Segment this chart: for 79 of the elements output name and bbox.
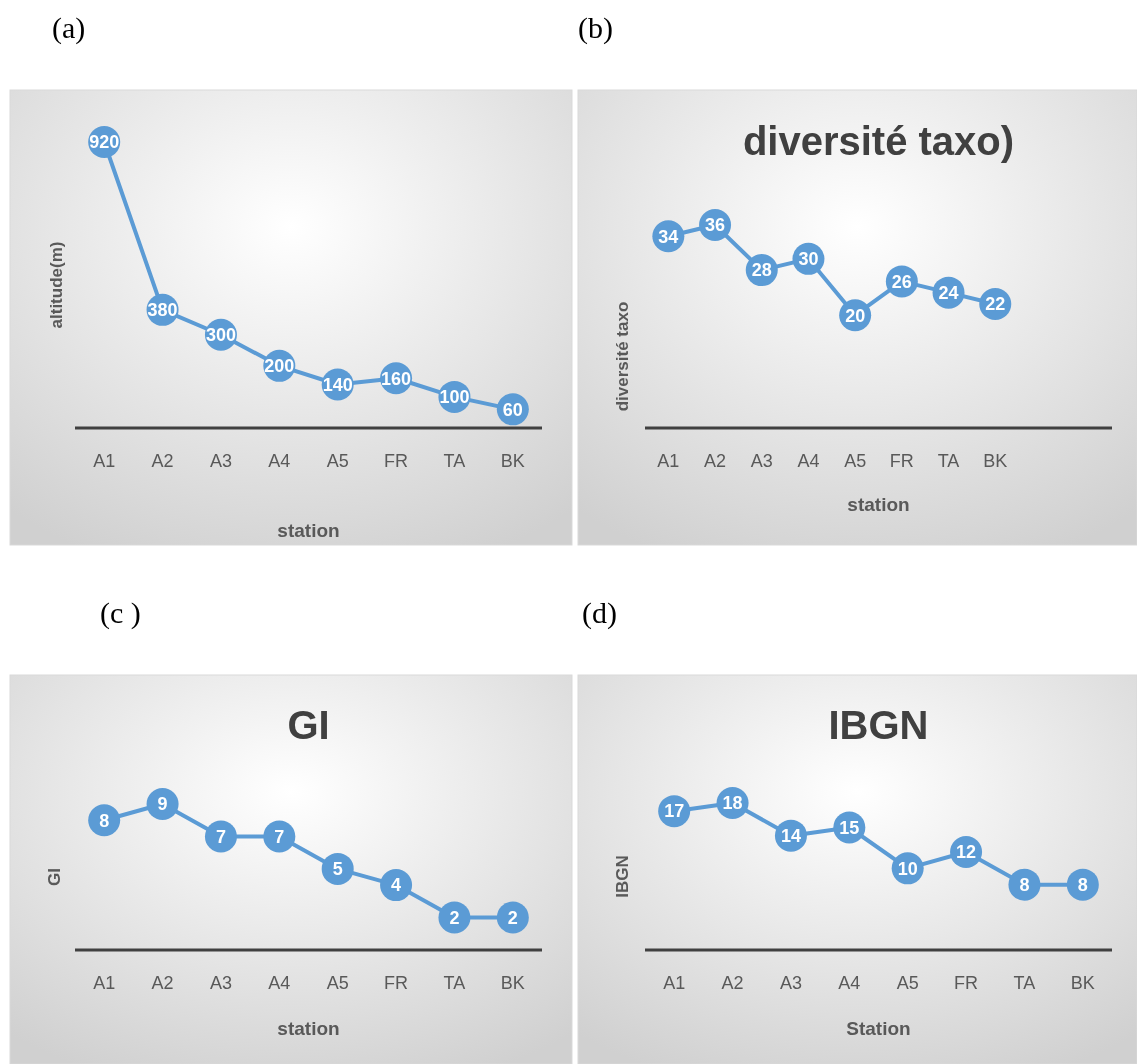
x-tick-label: BK (1070, 973, 1095, 994)
y-axis-title: altitude(m) (47, 241, 66, 329)
text: (d) (582, 596, 617, 630)
x-tick-label: A1 (93, 973, 116, 994)
x-tick-label: FR (889, 451, 914, 472)
x-tick-label: A1 (93, 451, 116, 472)
data-label: 22 (985, 294, 1006, 315)
text: (b) (578, 11, 613, 45)
x-tick-label: A3 (209, 451, 232, 472)
data-label: 18 (722, 793, 743, 814)
data-label: 10 (897, 858, 918, 879)
data-label: 14 (780, 825, 801, 846)
data-label: 60 (502, 399, 523, 420)
data-label: 8 (1019, 874, 1030, 895)
y-axis-title: IBGN (613, 855, 632, 898)
data-label: 2 (507, 907, 518, 928)
data-label: 8 (1077, 874, 1088, 895)
data-label: 5 (332, 859, 343, 880)
x-tick-label: TA (1013, 973, 1036, 994)
data-label: 24 (938, 282, 959, 303)
x-axis-title: Station (846, 1017, 911, 1039)
x-tick-label: BK (500, 451, 525, 472)
data-label: 920 (89, 132, 120, 153)
x-tick-label: A4 (838, 973, 861, 994)
data-label: 4 (391, 875, 402, 896)
x-tick-label: A2 (151, 451, 174, 472)
x-tick-label: A2 (721, 973, 744, 994)
text: (a) (52, 11, 86, 45)
x-tick-label: A1 (663, 973, 686, 994)
x-tick-label: A2 (704, 451, 727, 472)
data-label: 380 (147, 300, 178, 321)
x-tick-label: A1 (657, 451, 680, 472)
x-tick-label: A5 (326, 451, 349, 472)
x-tick-label: A5 (326, 973, 349, 994)
data-label: 15 (839, 817, 860, 838)
x-tick-label: A4 (268, 451, 291, 472)
data-label: 20 (845, 305, 866, 326)
x-axis-title: station (277, 1017, 340, 1039)
data-label: 34 (658, 226, 679, 247)
x-tick-label: TA (443, 973, 466, 994)
x-tick-label: FR (384, 973, 409, 994)
x-tick-label: TA (937, 451, 960, 472)
x-tick-label: BK (983, 451, 1008, 472)
data-label: 9 (157, 794, 168, 815)
x-tick-label: A5 (844, 451, 867, 472)
x-tick-label: FR (954, 973, 979, 994)
chart-title: IBGN (828, 703, 929, 747)
text: (c ) (100, 596, 141, 630)
data-label: 2 (449, 907, 460, 928)
x-axis-title: station (277, 519, 340, 541)
x-tick-label: A4 (268, 973, 291, 994)
x-tick-label: A4 (797, 451, 820, 472)
data-label: 12 (956, 842, 977, 863)
x-tick-label: TA (443, 451, 466, 472)
x-tick-label: A2 (151, 973, 174, 994)
x-tick-label: A3 (209, 973, 232, 994)
data-label: 100 (439, 387, 470, 408)
data-label: 36 (705, 215, 726, 236)
data-label: 7 (215, 826, 226, 847)
data-label: 200 (264, 356, 295, 377)
chart-title: diversité taxo) (742, 119, 1015, 163)
x-tick-label: A3 (779, 973, 802, 994)
data-label: 26 (891, 271, 912, 292)
x-tick-label: BK (500, 973, 525, 994)
y-axis-title: diversité taxo (613, 301, 632, 412)
x-tick-label: A5 (896, 973, 919, 994)
data-label: 28 (751, 260, 772, 281)
data-label: 7 (274, 826, 285, 847)
chart-title: GI (287, 703, 330, 747)
data-label: 300 (205, 325, 236, 346)
x-tick-label: A3 (750, 451, 773, 472)
data-label: 17 (664, 801, 685, 822)
y-axis-title: GI (45, 868, 64, 886)
x-tick-label: FR (384, 451, 409, 472)
data-label: 160 (381, 368, 412, 389)
data-label: 140 (322, 374, 353, 395)
data-label: 30 (798, 249, 819, 270)
x-axis-title: station (847, 493, 910, 515)
data-label: 8 (99, 810, 110, 831)
